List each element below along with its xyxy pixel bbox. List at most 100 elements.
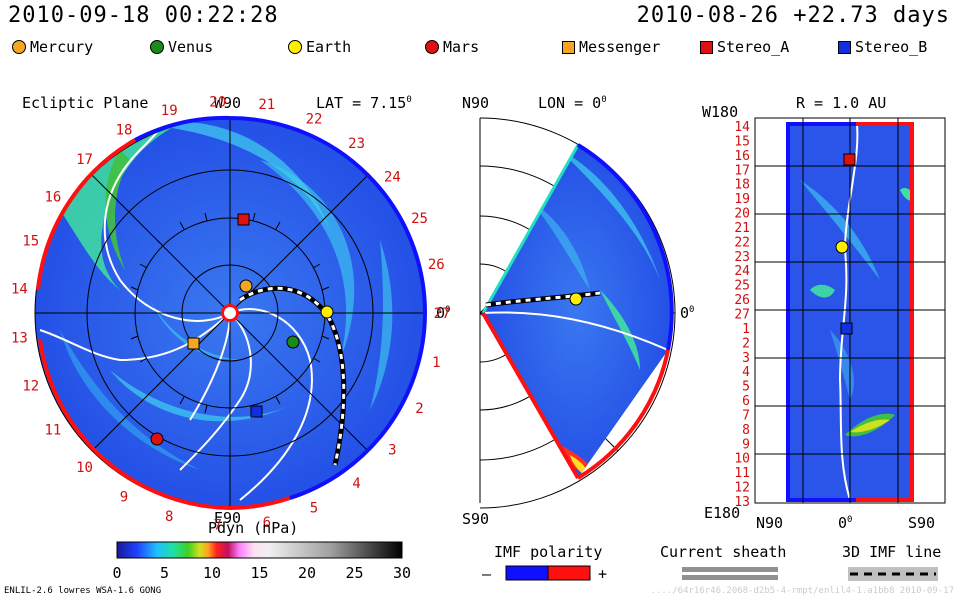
ecliptic-bottom-label: E90 [214,509,242,527]
ecliptic-title: Ecliptic Plane [22,94,149,112]
current-sheath-title: Current sheath [660,543,787,561]
meridional-top-label: N90 [462,94,490,112]
meridional-bottom-label: S90 [462,510,490,528]
model-info: ENLIL-2.6 lowres WSA-1.6 GONG [4,586,162,596]
day-label: 5 [310,501,318,517]
mars-marker [150,432,164,446]
day-label: 21 [258,97,275,113]
radial-day-label: 25 [734,279,750,294]
radial-day-label: 18 [734,178,750,193]
venus-icon [150,40,164,54]
mercury-marker [239,279,253,293]
colorbar-tick-label: 30 [393,564,411,582]
day-label: 17 [76,152,93,168]
timestamp: 2010-09-18 00:22:28 [8,3,279,28]
day-label: 19 [161,103,178,119]
radial-day-label: 23 [734,250,750,265]
messenger-marker [187,337,200,350]
day-label: 22 [306,111,323,127]
radial-day-label: 7 [742,409,750,424]
legend-label: Messenger [579,38,661,56]
stereo-b-marker [250,405,263,418]
ecliptic-grid [34,117,426,509]
stereo-b-icon [838,40,851,54]
radial-day-label: 2 [742,336,750,351]
colorbar: 0 5 10 15 20 25 30 [112,541,411,582]
legend-stereo-a: Stereo_A [700,38,789,56]
radial-earth-marker [835,240,849,254]
colorbar-title: Pdyn (nPa) [208,519,299,537]
imf-line-title: 3D IMF line [842,543,942,561]
legend-mercury: Mercury [12,38,93,56]
ecliptic-ticks [127,212,333,414]
radial-day-label: 6 [742,394,750,409]
radial-grid [755,118,945,503]
radial-day-label: 24 [734,264,750,279]
imf-line-3d [238,285,347,466]
venus-marker [286,335,300,349]
legend-label: Mercury [30,38,94,56]
legend-stereo-b: Stereo_B [838,38,927,56]
radial-bottom-left: E180 [704,504,741,522]
day-label: 16 [44,190,61,206]
colorbar-tick-label: 25 [345,564,363,582]
ecliptic-top-label: W90 [214,94,242,112]
legend-label: Stereo_B [855,38,928,56]
radial-density-field [800,124,914,501]
legend-messenger: Messenger [562,38,660,56]
radial-stereo-b-marker [840,322,853,335]
messenger-icon [562,40,575,54]
ecliptic-right-label: 00 [436,304,451,322]
legend-label: Mars [443,38,480,56]
earth-icon [288,40,302,54]
radial-day-label: 8 [742,423,750,438]
radial-day-label: 4 [742,365,750,380]
meridional-panel [479,117,676,509]
day-label: 1 [432,355,440,371]
radial-day-label: 19 [734,192,750,207]
colorbar-tick-label: 20 [298,564,316,582]
run-id: ..../64r16r46.2068-d2b5-4-rmpt/enlil4-1.… [650,586,954,596]
imf-polarity-title: IMF polarity [494,543,603,561]
day-label: 18 [116,122,133,138]
mars-icon [425,40,439,54]
radial-day-label: 10 [734,452,750,467]
day-label: 25 [411,211,428,227]
meridional-imf-line-dash [485,291,601,307]
radial-x-left: N90 [756,514,784,532]
day-label: 11 [44,423,61,439]
radial-title: R = 1.0 AU [796,94,887,112]
lon-label: LON = 00 [538,94,607,112]
imf-line-sample-bg [848,567,938,581]
imf-line-3d-dash [239,286,346,466]
current-sheath-sample [682,575,778,580]
radial-day-label: 17 [734,163,750,178]
legend-earth: Earth [288,38,351,56]
colorbar-tick-label: 10 [203,564,221,582]
day-label: 2 [415,401,423,417]
radial-x-mid: 00 [838,514,853,532]
colorbar-ticks: 0 5 10 15 20 25 30 [112,564,411,582]
day-label: 4 [352,476,360,492]
day-label: 12 [22,379,39,395]
radial-top-left: W180 [702,103,739,121]
sun-icon [221,304,239,322]
colorbar-tick-label: 15 [250,564,268,582]
imf-polarity-positive [547,565,591,581]
meridional-imf-line [485,290,601,308]
polarity-arc-positive [38,339,231,510]
radial-day-label: 20 [734,207,750,222]
day-label: 23 [348,136,365,152]
day-label: 10 [76,460,93,476]
imf-minus: – [482,565,492,583]
sun-core [224,307,236,319]
polarity-arc-positive [36,138,136,291]
reference-time: 2010-08-26 +22.73 days [636,3,950,28]
radial-day-label: 11 [734,466,750,481]
current-sheath-sample [682,567,778,572]
ecliptic-density-field [39,118,393,501]
day-label: 15 [22,234,39,250]
day-label: 9 [120,490,128,506]
radial-day-label: 9 [742,437,750,452]
